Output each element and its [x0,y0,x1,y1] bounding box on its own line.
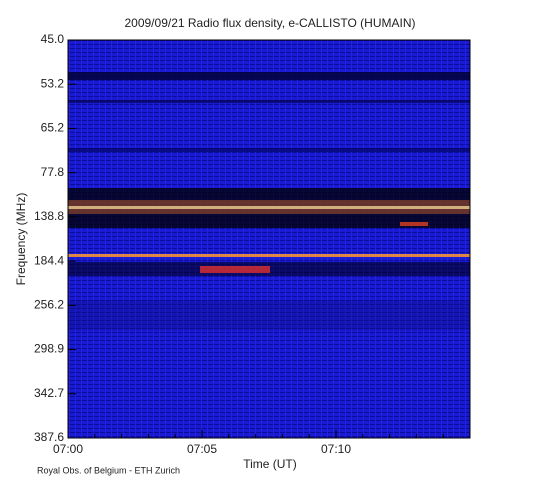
spectrogram-texture [68,40,470,438]
y-tick-label: 256.2 [34,298,64,312]
x-tick-label: 07:00 [53,442,83,456]
footer: Royal Obs. of Belgium - ETH Zurich [37,465,180,475]
y-tick-label: 138.8 [34,209,64,223]
x-tick-label: 07:05 [187,442,217,456]
chart-title: 2009/09/21 Radio flux density, e-CALLIST… [124,16,415,30]
y-tick-label: 53.2 [41,76,65,90]
x-tick-label: 07:10 [321,442,351,456]
y-tick-label: 77.8 [41,165,65,179]
y-tick-label: 387.6 [34,430,64,444]
y-tick-label: 298.9 [34,342,64,356]
x-axis-label: Time (UT) [243,457,297,471]
y-tick-label: 65.2 [41,121,65,135]
y-axis-label: Frequency (MHz) [14,193,28,286]
y-tick-label: 184.4 [34,253,64,267]
y-tick-label: 45.0 [41,32,65,46]
plot-frame [67,39,471,439]
y-tick-label: 342.7 [34,386,64,400]
